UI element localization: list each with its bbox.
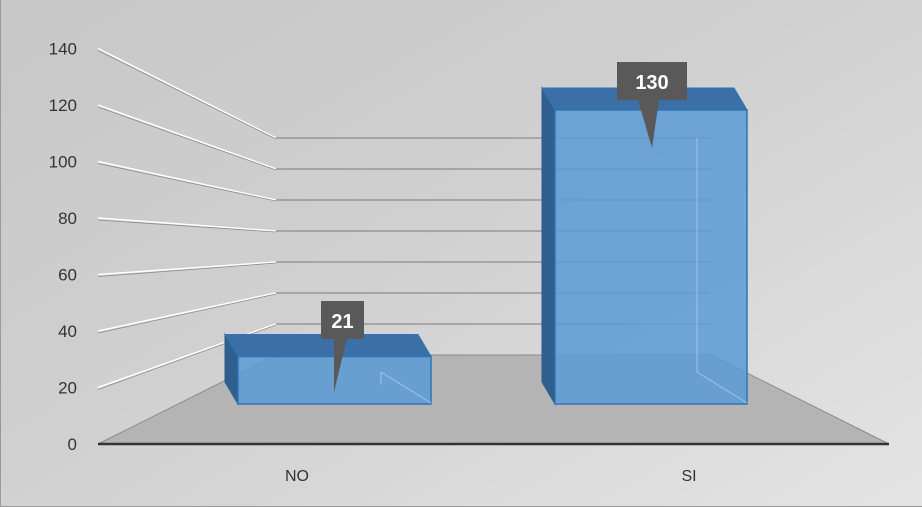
gridline-side (97, 160, 277, 201)
gridline-side-shadow (97, 262, 277, 277)
data-label-box (617, 62, 687, 100)
y-tick-label: 40 (58, 322, 77, 341)
gridline-side (97, 47, 277, 139)
bar-inner-edge (696, 371, 748, 404)
gridline-side-shadow (97, 219, 277, 233)
y-tick-label: 80 (58, 209, 77, 228)
data-label: 21 (331, 311, 353, 333)
gridline-side-shadow (97, 50, 277, 140)
y-tick-label: 0 (68, 435, 77, 454)
gridline-side (97, 217, 277, 232)
data-label-box (321, 301, 364, 339)
y-tick-label: 20 (58, 379, 77, 398)
bar-inner-edge (380, 371, 432, 404)
gridline-side (97, 261, 277, 276)
gridline-side-shadow (97, 293, 277, 334)
y-tick-label: 100 (49, 153, 77, 172)
data-label-pointer (638, 100, 659, 148)
bar-side (541, 86, 556, 406)
gridline-side (97, 292, 277, 332)
x-category-label: SI (681, 468, 696, 485)
data-label: 130 (635, 72, 668, 94)
gridline-side-shadow (97, 106, 277, 171)
gridline-side (97, 104, 277, 170)
y-tick-label: 60 (58, 266, 77, 285)
y-tick-label: 140 (49, 40, 77, 59)
data-label-pointer (333, 339, 347, 392)
bar-top (224, 334, 432, 358)
y-tick-label: 120 (49, 96, 77, 115)
bar (554, 109, 748, 405)
chart-floor (97, 354, 890, 445)
x-category-label: NO (285, 468, 309, 485)
gridline-side-shadow (97, 163, 277, 202)
